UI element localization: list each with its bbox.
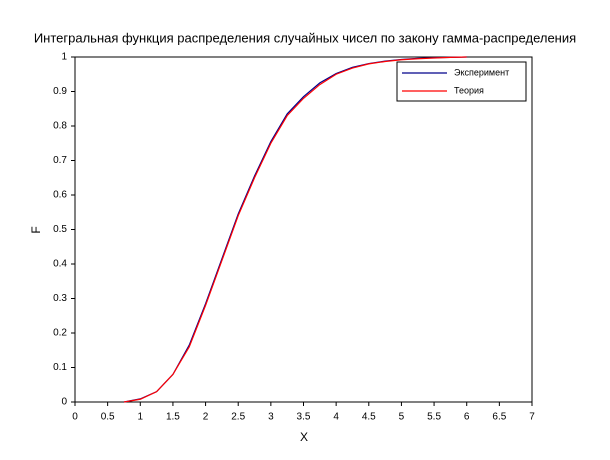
x-tick-label: 5.5 (427, 412, 441, 423)
x-tick-label: 0 (72, 412, 78, 423)
legend: Эксперимент Теория (396, 61, 527, 102)
y-tick-label: 0.1 (53, 362, 67, 373)
x-tick-label: 6.5 (492, 412, 506, 423)
x-tick-label: 2.5 (231, 412, 245, 423)
legend-label: Теория (454, 85, 484, 95)
legend-box (396, 61, 527, 102)
y-tick-label: 0.2 (53, 328, 67, 339)
y-tick-label: 0.8 (53, 121, 67, 132)
x-tick-label: 3.5 (297, 412, 311, 423)
x-tick-label: 3 (268, 412, 274, 423)
x-tick-label: 0.5 (101, 412, 115, 423)
y-tick-label: 1 (61, 52, 67, 63)
x-axis-label: X (300, 430, 308, 444)
x-tick-label: 5 (399, 412, 405, 423)
y-tick-label: 0.5 (53, 224, 67, 235)
x-tick-label: 1.5 (166, 412, 180, 423)
x-tick-label: 2 (203, 412, 209, 423)
x-tick-label: 1 (138, 412, 144, 423)
x-tick-label: 4 (333, 412, 339, 423)
series-line (123, 56, 467, 403)
y-tick-label: 0.7 (53, 155, 67, 166)
y-tick-label: 0.4 (53, 259, 67, 270)
legend-label: Эксперимент (454, 67, 509, 77)
chart-title: Интегральная функция распределения случа… (34, 30, 576, 45)
y-tick-label: 0 (61, 397, 67, 408)
x-tick-label: 6 (464, 412, 470, 423)
x-tick-label: 7 (529, 412, 535, 423)
y-tick-label: 0.3 (53, 293, 67, 304)
y-tick-label: 0.9 (53, 86, 67, 97)
x-tick-label: 4.5 (362, 412, 376, 423)
y-axis-label: F (29, 226, 43, 233)
y-tick-label: 0.6 (53, 190, 67, 201)
